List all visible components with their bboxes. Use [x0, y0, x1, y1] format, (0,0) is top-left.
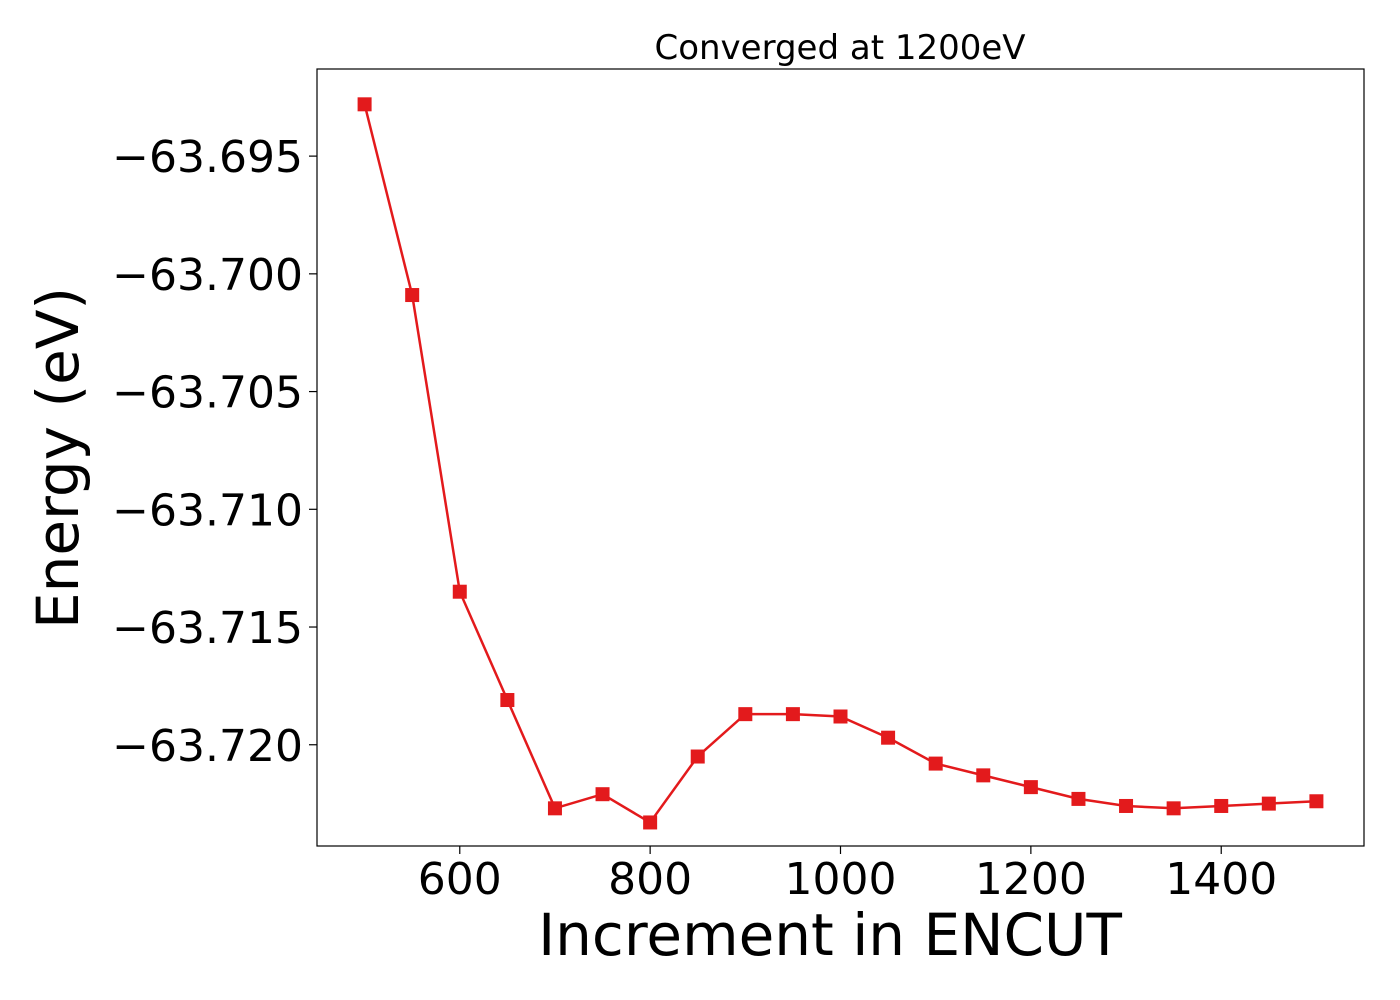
data-point-marker: [1023, 780, 1038, 795]
data-point-marker: [357, 97, 372, 112]
data-point-marker: [738, 707, 753, 722]
data-point-marker: [690, 749, 705, 764]
data-point-marker: [785, 707, 800, 722]
data-point-marker: [595, 787, 610, 802]
data-point-marker: [547, 801, 562, 816]
plot-area: [357, 97, 1324, 830]
y-tick-label: −63.715: [112, 603, 303, 654]
data-point-marker: [1071, 791, 1086, 806]
data-point-marker: [1214, 798, 1229, 813]
x-tick-label: 1200: [975, 854, 1087, 905]
data-point-marker: [1166, 801, 1181, 816]
data-point-marker: [1261, 796, 1276, 811]
y-axis: −63.695 −63.700 −63.705 −63.710 −63.715 −63.7…: [112, 132, 317, 772]
chart-title: Converged at 1200eV: [654, 28, 1025, 68]
data-point-marker: [976, 768, 991, 783]
data-point-marker: [405, 288, 420, 303]
x-tick-label: 800: [608, 854, 692, 905]
data-point-marker: [500, 693, 515, 708]
data-point-marker: [643, 815, 658, 830]
y-axis-label: Energy (eV): [24, 287, 92, 629]
y-tick-label: −63.720: [112, 721, 303, 772]
y-tick-label: −63.705: [112, 368, 303, 419]
y-tick-label: −63.710: [112, 485, 303, 536]
data-point-marker: [881, 730, 896, 745]
y-tick-label: −63.700: [112, 250, 303, 301]
x-tick-label: 1000: [785, 854, 897, 905]
data-point-marker: [1119, 798, 1134, 813]
x-axis: 600 800 1000 1200 1400: [418, 846, 1277, 905]
x-tick-label: 1400: [1165, 854, 1277, 905]
x-tick-label: 600: [418, 854, 502, 905]
data-point-marker: [833, 709, 848, 724]
data-point-marker: [1309, 794, 1324, 809]
y-tick-label: −63.695: [112, 132, 303, 183]
x-axis-label: Increment in ENCUT: [538, 901, 1122, 969]
data-point-marker: [452, 584, 467, 599]
data-point-marker: [928, 756, 943, 771]
